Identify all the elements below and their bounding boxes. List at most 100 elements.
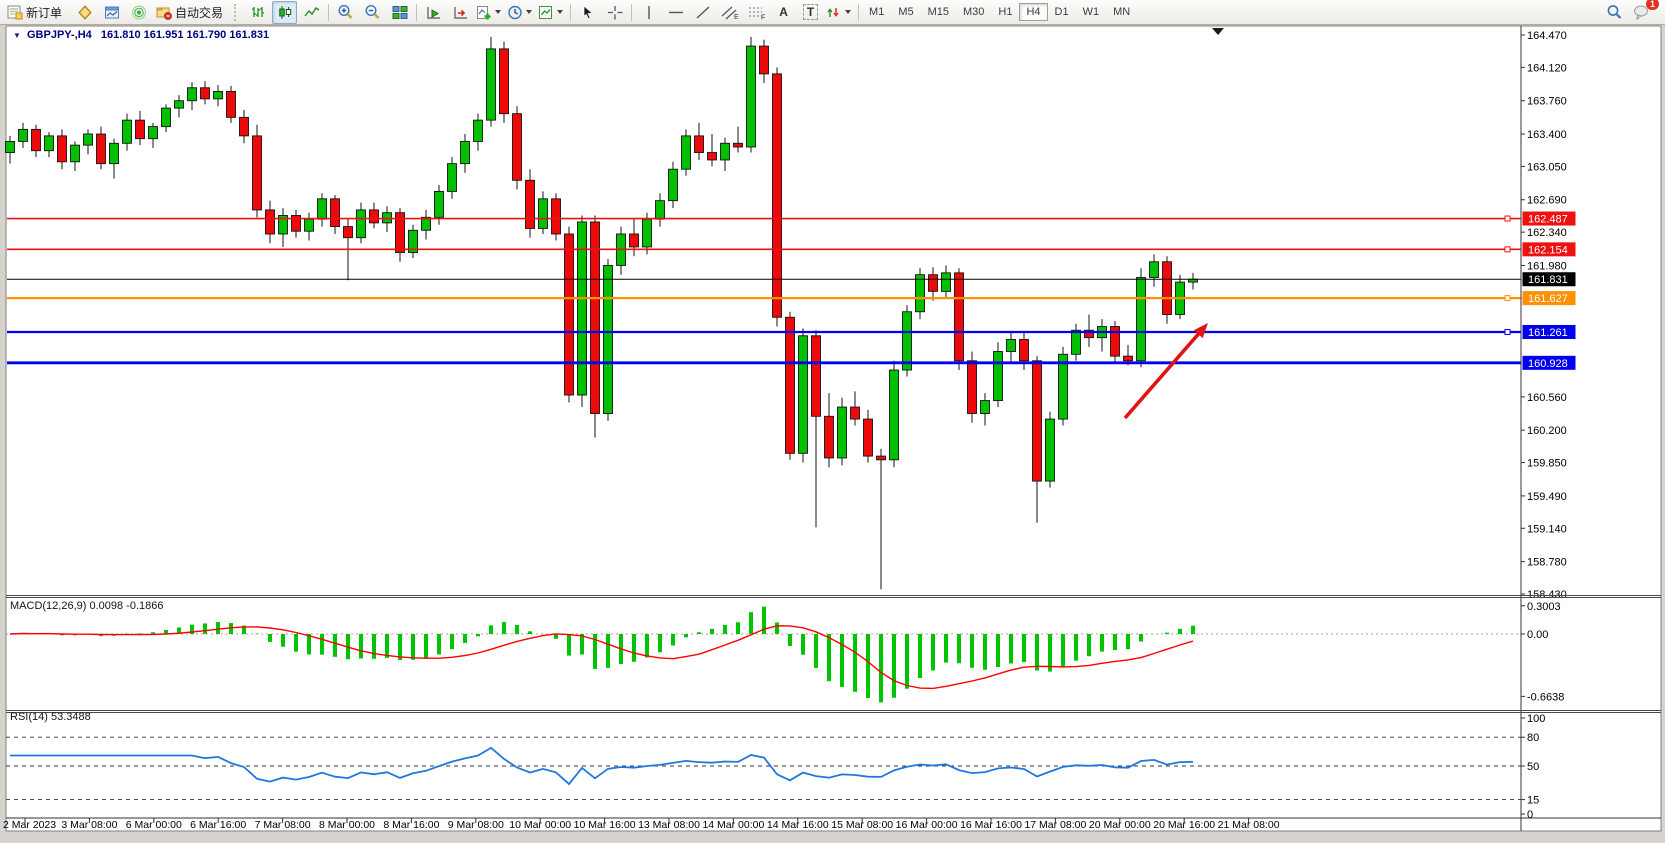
tf-h1-button[interactable]: H1 <box>998 6 1013 18</box>
candle-down <box>629 233 639 248</box>
tf-w1-button[interactable]: W1 <box>1082 6 1100 18</box>
time-axis-label: 13 Mar 08:00 <box>638 819 700 831</box>
chart-shift-button[interactable] <box>448 1 473 24</box>
price-flag <box>1522 272 1576 287</box>
tf-mn-button[interactable]: MN <box>1113 6 1131 18</box>
fibonacci-button[interactable]: F <box>744 1 769 24</box>
time-axis-label: 2 Mar 2023 <box>3 819 56 831</box>
candle-up <box>83 133 93 146</box>
zoom-in-button[interactable] <box>333 1 358 24</box>
candle-down <box>863 418 873 457</box>
tile-windows-button[interactable] <box>387 1 412 24</box>
chart-candles-button[interactable] <box>272 0 298 24</box>
macd-indicator-label: MACD(12,26,9) 0.0098 -0.1866 <box>10 600 164 612</box>
arrows-dropdown-caret[interactable] <box>845 10 852 14</box>
crosshair-button[interactable] <box>602 1 627 24</box>
price-flag-label: 162.154 <box>1528 244 1568 256</box>
notification-badge: 1 <box>1645 0 1659 10</box>
time-axis-label: 3 Mar 08:00 <box>61 819 117 831</box>
toolbar-grip[interactable] <box>234 3 240 21</box>
periods-button[interactable] <box>506 1 535 24</box>
tf-m15-button[interactable]: M15 <box>927 6 949 18</box>
time-axis-label: 15 Mar 08:00 <box>831 819 893 831</box>
line-handle[interactable] <box>1504 295 1511 302</box>
annotation-arrow-line[interactable] <box>1123 326 1206 420</box>
tf-m1-button[interactable]: M1 <box>869 6 885 18</box>
auto-scroll-button[interactable] <box>421 1 446 24</box>
toolbar-separator <box>570 3 572 21</box>
signal-button[interactable] <box>126 1 151 24</box>
macd-layer <box>9 606 1195 703</box>
templates-dropdown-caret[interactable] <box>557 10 564 14</box>
zoom-out-button[interactable] <box>360 1 385 24</box>
new-order-button[interactable]: 新订单 <box>4 1 70 24</box>
time-axis-label: 10 Mar 00:00 <box>509 819 571 831</box>
price-flag-label: 162.487 <box>1528 214 1568 226</box>
time-axis-label: 8 Mar 00:00 <box>319 819 375 831</box>
annotation-arrow-head[interactable] <box>1193 323 1208 339</box>
candle-down <box>31 128 41 152</box>
candle-down <box>733 142 743 148</box>
candle-down <box>1162 261 1172 315</box>
hlines-layer: 162.487 162.154 161.831 161.627 161.261 160.9… <box>7 211 1576 370</box>
chart-bars-button[interactable] <box>245 1 270 24</box>
rsi-axis-label: 100 <box>1527 713 1545 725</box>
auto-scroll-icon <box>426 6 440 19</box>
auto-trading-button[interactable]: 自动交易 <box>153 1 231 24</box>
vertical-line-button[interactable] <box>636 1 661 24</box>
cursor-button[interactable] <box>575 1 600 24</box>
text-button[interactable]: A <box>771 1 796 24</box>
tf-h4-button[interactable]: H4 <box>1019 3 1048 21</box>
templates-button[interactable] <box>537 1 566 24</box>
auto-trading-icon <box>156 7 172 20</box>
data-window-button[interactable] <box>99 1 124 24</box>
tf-m5-button[interactable]: M5 <box>898 6 914 18</box>
rsi-line <box>10 746 1194 786</box>
clock-icon <box>508 5 522 19</box>
candle-up <box>577 221 587 396</box>
indicators-button[interactable] <box>475 1 504 24</box>
search-button[interactable] <box>1602 1 1627 24</box>
time-axis-label: 20 Mar 16:00 <box>1153 819 1215 831</box>
notifications-button[interactable]: 1 <box>1629 0 1659 24</box>
indicators-dropdown-caret[interactable] <box>495 10 502 14</box>
chart-line-button[interactable] <box>299 1 324 24</box>
horizontal-line-button[interactable] <box>663 1 688 24</box>
candlestick-icon <box>278 5 291 19</box>
candle-up <box>5 140 15 153</box>
channel-glyph: E <box>734 14 739 20</box>
crosshair-icon <box>607 5 623 19</box>
text-label-button[interactable]: T <box>798 1 823 24</box>
time-axis-label: 10 Mar 16:00 <box>574 819 636 831</box>
candle-down <box>759 45 769 75</box>
tf-m30-button[interactable]: M30 <box>963 6 985 18</box>
line-handle[interactable] <box>1504 328 1511 335</box>
price-axis-label: 161.980 <box>1527 260 1567 272</box>
candle-up <box>603 264 613 414</box>
rsi-axis-label: 0 <box>1527 809 1533 821</box>
tf-d1-button[interactable]: D1 <box>1054 6 1069 18</box>
candle-up <box>161 107 171 128</box>
price-axis-label: 163.050 <box>1527 161 1567 173</box>
price-axis-label: 162.340 <box>1527 227 1567 239</box>
candle-down <box>135 119 145 140</box>
market-button[interactable] <box>72 1 97 24</box>
periods-dropdown-caret[interactable] <box>526 10 533 14</box>
candle-up <box>109 142 119 165</box>
candle-up <box>460 140 470 165</box>
ohlc-bars-icon <box>251 6 264 17</box>
collapse-triangle-icon[interactable]: ▼ <box>13 31 21 40</box>
time-axis-label: 16 Mar 16:00 <box>960 819 1022 831</box>
time-axis-label: 9 Mar 08:00 <box>448 819 504 831</box>
arrows-button[interactable] <box>825 1 854 24</box>
candle-up <box>304 218 314 232</box>
line-handle[interactable] <box>1504 246 1511 253</box>
chart-shift-marker[interactable] <box>1212 28 1224 35</box>
trendline-button[interactable] <box>690 1 715 24</box>
line-handle[interactable] <box>1504 215 1511 222</box>
candle-up <box>798 335 808 454</box>
price-flag <box>1522 242 1576 257</box>
equidistant-channel-button[interactable]: E <box>717 1 742 24</box>
fibonacci-glyph: F <box>761 14 765 20</box>
